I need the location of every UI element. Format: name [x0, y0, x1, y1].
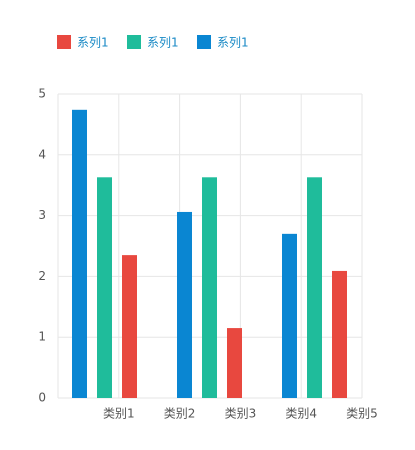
bar [122, 255, 137, 398]
legend-swatch [127, 35, 141, 49]
bar [332, 270, 347, 398]
x-tick-label: 类别2 [164, 407, 196, 421]
y-tick-label: 1 [38, 330, 46, 344]
legend-label: 系列1 [217, 36, 249, 50]
bar [307, 177, 322, 398]
bar [202, 177, 217, 398]
y-tick-label: 3 [38, 208, 46, 222]
y-tick-label: 5 [38, 87, 46, 101]
x-tick-label: 类别3 [225, 407, 257, 421]
legend-label: 系列1 [77, 36, 109, 50]
legend-swatch [57, 35, 71, 49]
legend-swatch [197, 35, 211, 49]
y-tick-label: 4 [38, 147, 46, 161]
x-tick-label: 类别1 [103, 407, 135, 421]
y-tick-label: 0 [38, 391, 46, 405]
y-tick-label: 2 [38, 269, 46, 283]
x-tick-label: 类别5 [346, 407, 378, 421]
legend-label: 系列1 [147, 36, 179, 50]
bar [282, 233, 297, 398]
bar [97, 177, 112, 398]
bar [227, 328, 242, 398]
x-tick-label: 类别4 [285, 407, 317, 421]
bar [177, 211, 192, 398]
bar [72, 109, 87, 399]
